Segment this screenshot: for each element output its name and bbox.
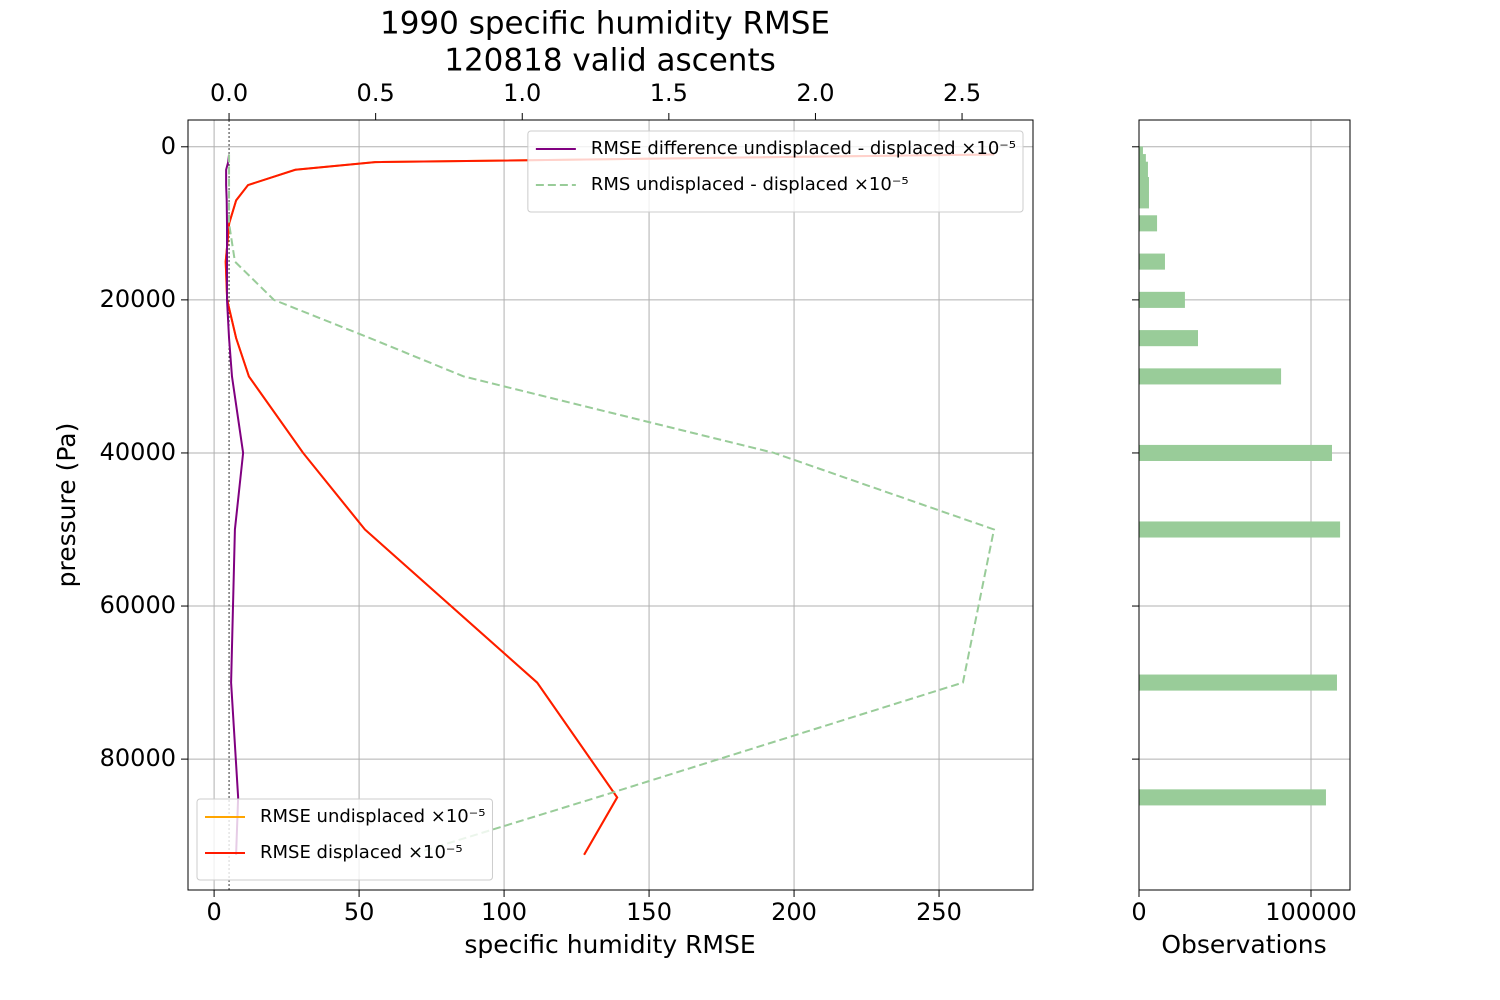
x-tick-label: 100000 — [1265, 898, 1357, 926]
legend: RMSE undisplaced ×10⁻⁵ RMSE displaced ×10… — [196, 798, 493, 881]
legend-label: RMSE displaced ×10⁻⁵ — [260, 842, 463, 863]
x2-tick-label: 1.0 — [503, 79, 541, 107]
y-tick-label: 40000 — [100, 438, 176, 466]
x-tick-label: 100 — [481, 898, 527, 926]
plot-frame — [187, 119, 1034, 891]
bar — [1139, 368, 1282, 385]
bar — [1139, 161, 1148, 178]
bar — [1139, 444, 1332, 461]
series-line — [225, 154, 245, 855]
x-tick-label: 0 — [1131, 898, 1146, 926]
x2-tick-label: 2.5 — [943, 79, 981, 107]
bar — [1139, 521, 1341, 538]
legend-label: RMS undisplaced - displaced ×10⁻⁵ — [591, 174, 909, 195]
legend: RMSE difference undisplaced - displaced … — [527, 130, 1024, 213]
x-axis-label: Observations — [1161, 930, 1326, 959]
legend-box — [196, 798, 493, 881]
plot-frame — [1138, 119, 1351, 891]
legend-label: RMSE difference undisplaced - displaced … — [591, 138, 1016, 159]
y-tick-label: 80000 — [100, 744, 176, 772]
x-tick-label: 0 — [206, 898, 221, 926]
x-tick-label: 250 — [916, 898, 962, 926]
legend-box — [527, 130, 1024, 213]
x-tick-label: 200 — [771, 898, 817, 926]
x-axis-label: specific humidity RMSE — [464, 930, 755, 959]
y-tick-label: 60000 — [100, 591, 176, 619]
bar — [1139, 215, 1158, 232]
x-tick-label: 150 — [626, 898, 672, 926]
x-tick-label: 50 — [344, 898, 375, 926]
bar — [1139, 291, 1185, 308]
series-line — [228, 154, 996, 856]
chart-title: 1990 specific humidity RMSE — [380, 6, 830, 42]
y-tick-label: 20000 — [100, 285, 176, 313]
x2-tick-label: 0.0 — [210, 79, 248, 107]
bar — [1139, 330, 1198, 347]
legend-label: RMSE undisplaced ×10⁻⁵ — [260, 806, 485, 827]
bar — [1139, 789, 1326, 806]
y-tick-label: 0 — [161, 132, 176, 160]
chart-subtitle: 120818 valid ascents — [444, 43, 776, 79]
bar — [1139, 192, 1149, 209]
bar — [1139, 177, 1149, 194]
bar — [1139, 674, 1337, 691]
y-axis-label: pressure (Pa) — [52, 423, 81, 588]
x2-tick-label: 0.5 — [357, 79, 395, 107]
x2-tick-label: 2.0 — [796, 79, 834, 107]
x2-tick-label: 1.5 — [650, 79, 688, 107]
bar — [1139, 253, 1165, 270]
